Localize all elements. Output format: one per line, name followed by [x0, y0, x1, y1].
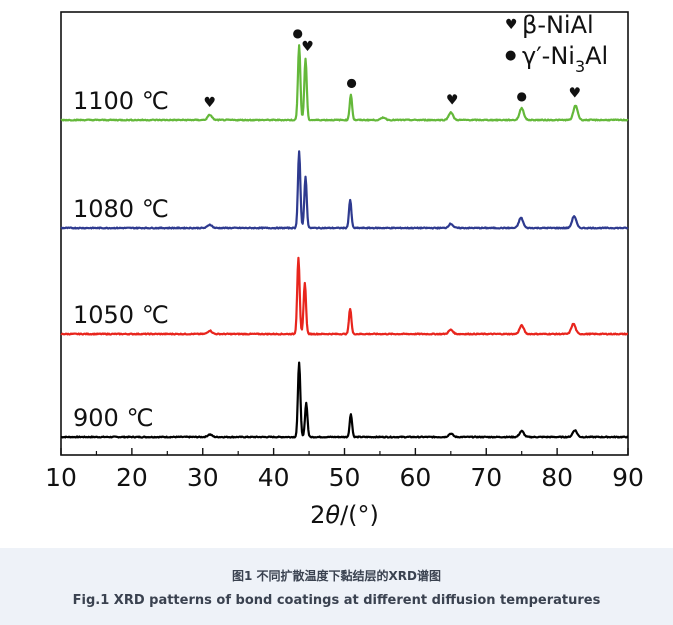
caption-chinese: 图1 不同扩散温度下黏结层的XRD谱图 — [232, 569, 441, 583]
series-line — [60, 256, 629, 336]
x-tick-label: 50 — [329, 463, 361, 492]
gamma-ni3al-marker: ● — [346, 76, 356, 90]
x-tick-label: 30 — [187, 463, 219, 492]
caption-english: Fig.1 XRD patterns of bond coatings at d… — [72, 593, 601, 608]
beta-nial-marker: ♥ — [204, 95, 217, 111]
xrd-figure: 10 20 30 40 50 60 70 80 90 2θ/(°) 900 ℃ 1050 ℃ 1080 … — [45, 11, 644, 529]
series-label: 1100 ℃ — [73, 87, 169, 115]
legend-dot-icon: ● — [505, 48, 516, 63]
beta-nial-marker: ♥ — [446, 92, 459, 108]
beta-nial-marker: ♥ — [569, 86, 582, 102]
x-axis-label: 2θ/(°) — [310, 501, 379, 529]
series-line — [60, 44, 629, 122]
legend-label: β-NiAl — [522, 11, 594, 39]
legend-label: γ′-Ni3Al — [522, 42, 608, 76]
gamma-ni3al-marker: ● — [292, 26, 302, 40]
series-line — [60, 150, 629, 230]
plot-frame — [60, 11, 629, 456]
x-tick-label: 40 — [258, 463, 290, 492]
x-tick-label: 80 — [541, 463, 573, 492]
x-tick-label: 70 — [470, 463, 502, 492]
gamma-ni3al-marker: ● — [516, 89, 526, 103]
beta-nial-marker: ♥ — [301, 39, 314, 55]
legend-heart-icon: ♥ — [505, 17, 518, 33]
series-label: 900 ℃ — [73, 404, 153, 432]
x-tick-label: 20 — [116, 463, 148, 492]
x-tick-label: 60 — [399, 463, 431, 492]
series-line — [60, 361, 629, 439]
figure-caption: 图1 不同扩散温度下黏结层的XRD谱图 Fig.1 XRD patterns o… — [0, 548, 673, 625]
series-label: 1050 ℃ — [73, 301, 169, 329]
series-label: 1080 ℃ — [73, 195, 169, 223]
x-tick-label: 10 — [45, 463, 77, 492]
xrd-chart: 10 20 30 40 50 60 70 80 90 2θ/(°) 900 ℃ 1050 ℃ 1080 … — [45, 11, 644, 529]
x-tick-label: 90 — [612, 463, 644, 492]
